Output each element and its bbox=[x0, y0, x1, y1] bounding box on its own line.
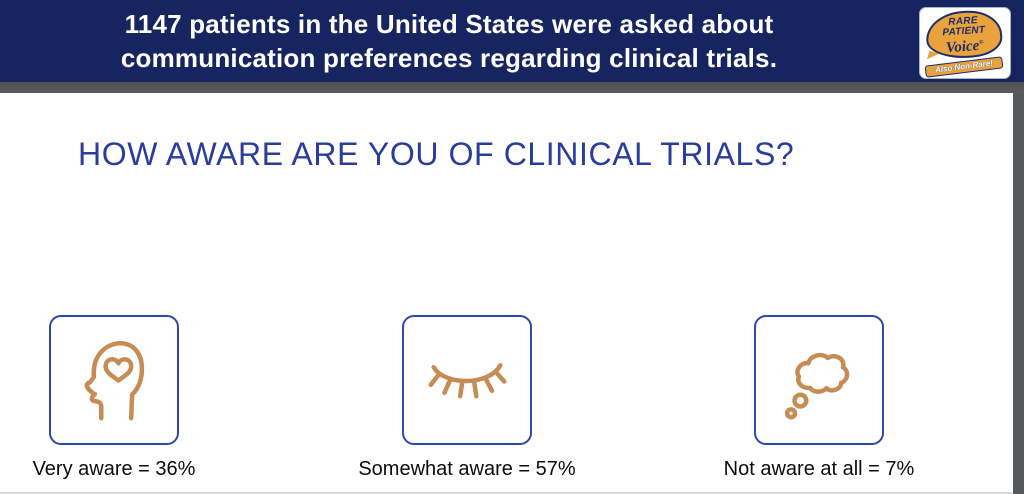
header-shadow-strip bbox=[0, 82, 1024, 93]
rare-patient-voice-logo: RARE PATIENT Voice® Also Non-Rare! bbox=[919, 7, 1011, 79]
right-gray-strip bbox=[1013, 93, 1024, 494]
banner-line-2: communication preferences regarding clin… bbox=[120, 43, 778, 73]
logo-word-voice: Voice® bbox=[928, 34, 1001, 57]
bottom-edge-line bbox=[0, 492, 1013, 494]
item-label: Somewhat aware = 57% bbox=[358, 458, 576, 480]
item-somewhat-aware: Somewhat aware = 57% bbox=[357, 315, 577, 480]
item-very-aware: Very aware = 36% bbox=[14, 315, 214, 480]
header-banner: 1147 patients in the United States were … bbox=[0, 0, 1024, 82]
page-title: HOW AWARE ARE YOU OF CLINICAL TRIALS? bbox=[78, 136, 795, 172]
closed-eye-icon bbox=[402, 315, 532, 445]
speech-bubble-icon: RARE PATIENT Voice® bbox=[924, 8, 1004, 61]
banner-line-1: 1147 patients in the United States were … bbox=[124, 9, 774, 39]
banner-text: 1147 patients in the United States were … bbox=[0, 7, 898, 75]
item-not-aware: Not aware at all = 7% bbox=[709, 315, 929, 480]
logo-voice-text: Voice bbox=[945, 37, 980, 57]
head-heart-icon bbox=[49, 315, 179, 445]
content-area: HOW AWARE ARE YOU OF CLINICAL TRIALS? Ve… bbox=[0, 93, 1013, 494]
thought-bubble-icon bbox=[754, 315, 884, 445]
item-label: Not aware at all = 7% bbox=[723, 458, 915, 480]
registered-mark: ® bbox=[978, 39, 984, 46]
item-label: Very aware = 36% bbox=[32, 458, 196, 480]
